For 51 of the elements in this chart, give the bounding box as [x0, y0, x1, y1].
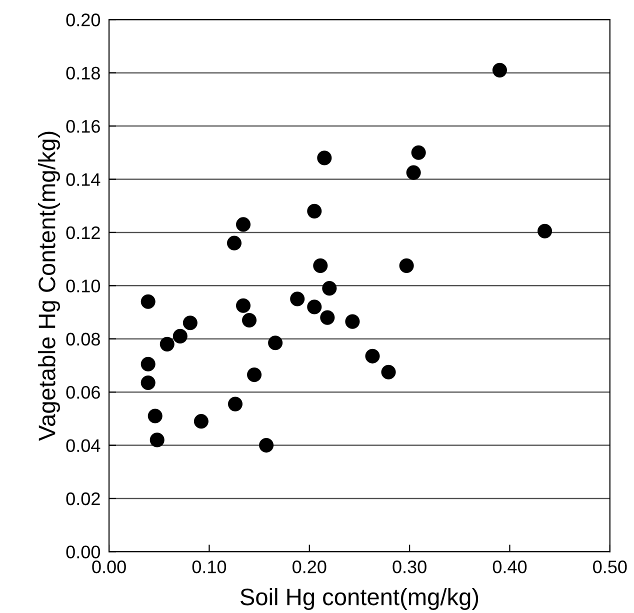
x-tick-label: 0.50 — [593, 560, 627, 574]
point — [259, 438, 274, 453]
y-tick-label: 0.00 — [66, 546, 100, 558]
point — [247, 368, 262, 382]
point — [307, 204, 322, 218]
y-tick-label: 0.10 — [66, 280, 100, 292]
point — [242, 312, 257, 328]
point — [228, 396, 243, 412]
point — [140, 375, 156, 390]
point — [538, 224, 552, 238]
point — [150, 432, 164, 448]
point — [182, 316, 198, 330]
x-tick-label: 0.00 — [92, 560, 126, 574]
point — [322, 281, 337, 296]
point — [140, 294, 156, 309]
y-tick-label: 0.04 — [66, 439, 100, 452]
point — [399, 258, 414, 273]
point — [411, 145, 426, 160]
point — [307, 300, 322, 314]
point — [160, 336, 174, 352]
x-tick-label: 0.40 — [492, 560, 527, 574]
point — [172, 328, 188, 344]
y-tick-label: 0.08 — [66, 332, 100, 346]
x-tick-label: 0.20 — [292, 560, 326, 574]
point — [148, 408, 162, 424]
point — [226, 236, 242, 250]
y-tick-label: 0.14 — [66, 173, 100, 186]
y-tick-label: 0.18 — [66, 66, 100, 80]
point — [140, 356, 156, 372]
point — [268, 336, 283, 350]
y-tick-label: 0.06 — [66, 386, 100, 399]
y-tick-label: 0.20 — [66, 14, 100, 26]
point — [236, 217, 251, 232]
y-tick-label: 0.16 — [66, 120, 100, 133]
point — [290, 292, 305, 306]
x-axis-title: Soil Hg content(mg/kg) — [240, 588, 478, 610]
point — [381, 364, 396, 380]
point — [365, 348, 380, 364]
point — [317, 150, 332, 166]
y-tick-label: 0.12 — [66, 226, 100, 240]
x-tick-label: 0.30 — [392, 560, 426, 574]
point — [492, 62, 508, 78]
point — [236, 298, 251, 313]
point — [194, 414, 208, 429]
point — [313, 258, 328, 273]
x-tick-label: 0.10 — [192, 560, 226, 574]
point — [320, 310, 335, 325]
point — [345, 314, 360, 329]
point — [406, 165, 421, 180]
y-tick-label: 0.02 — [66, 492, 100, 506]
y-axis-title: Vagetable Hg Content(mg/kg) — [38, 132, 60, 441]
